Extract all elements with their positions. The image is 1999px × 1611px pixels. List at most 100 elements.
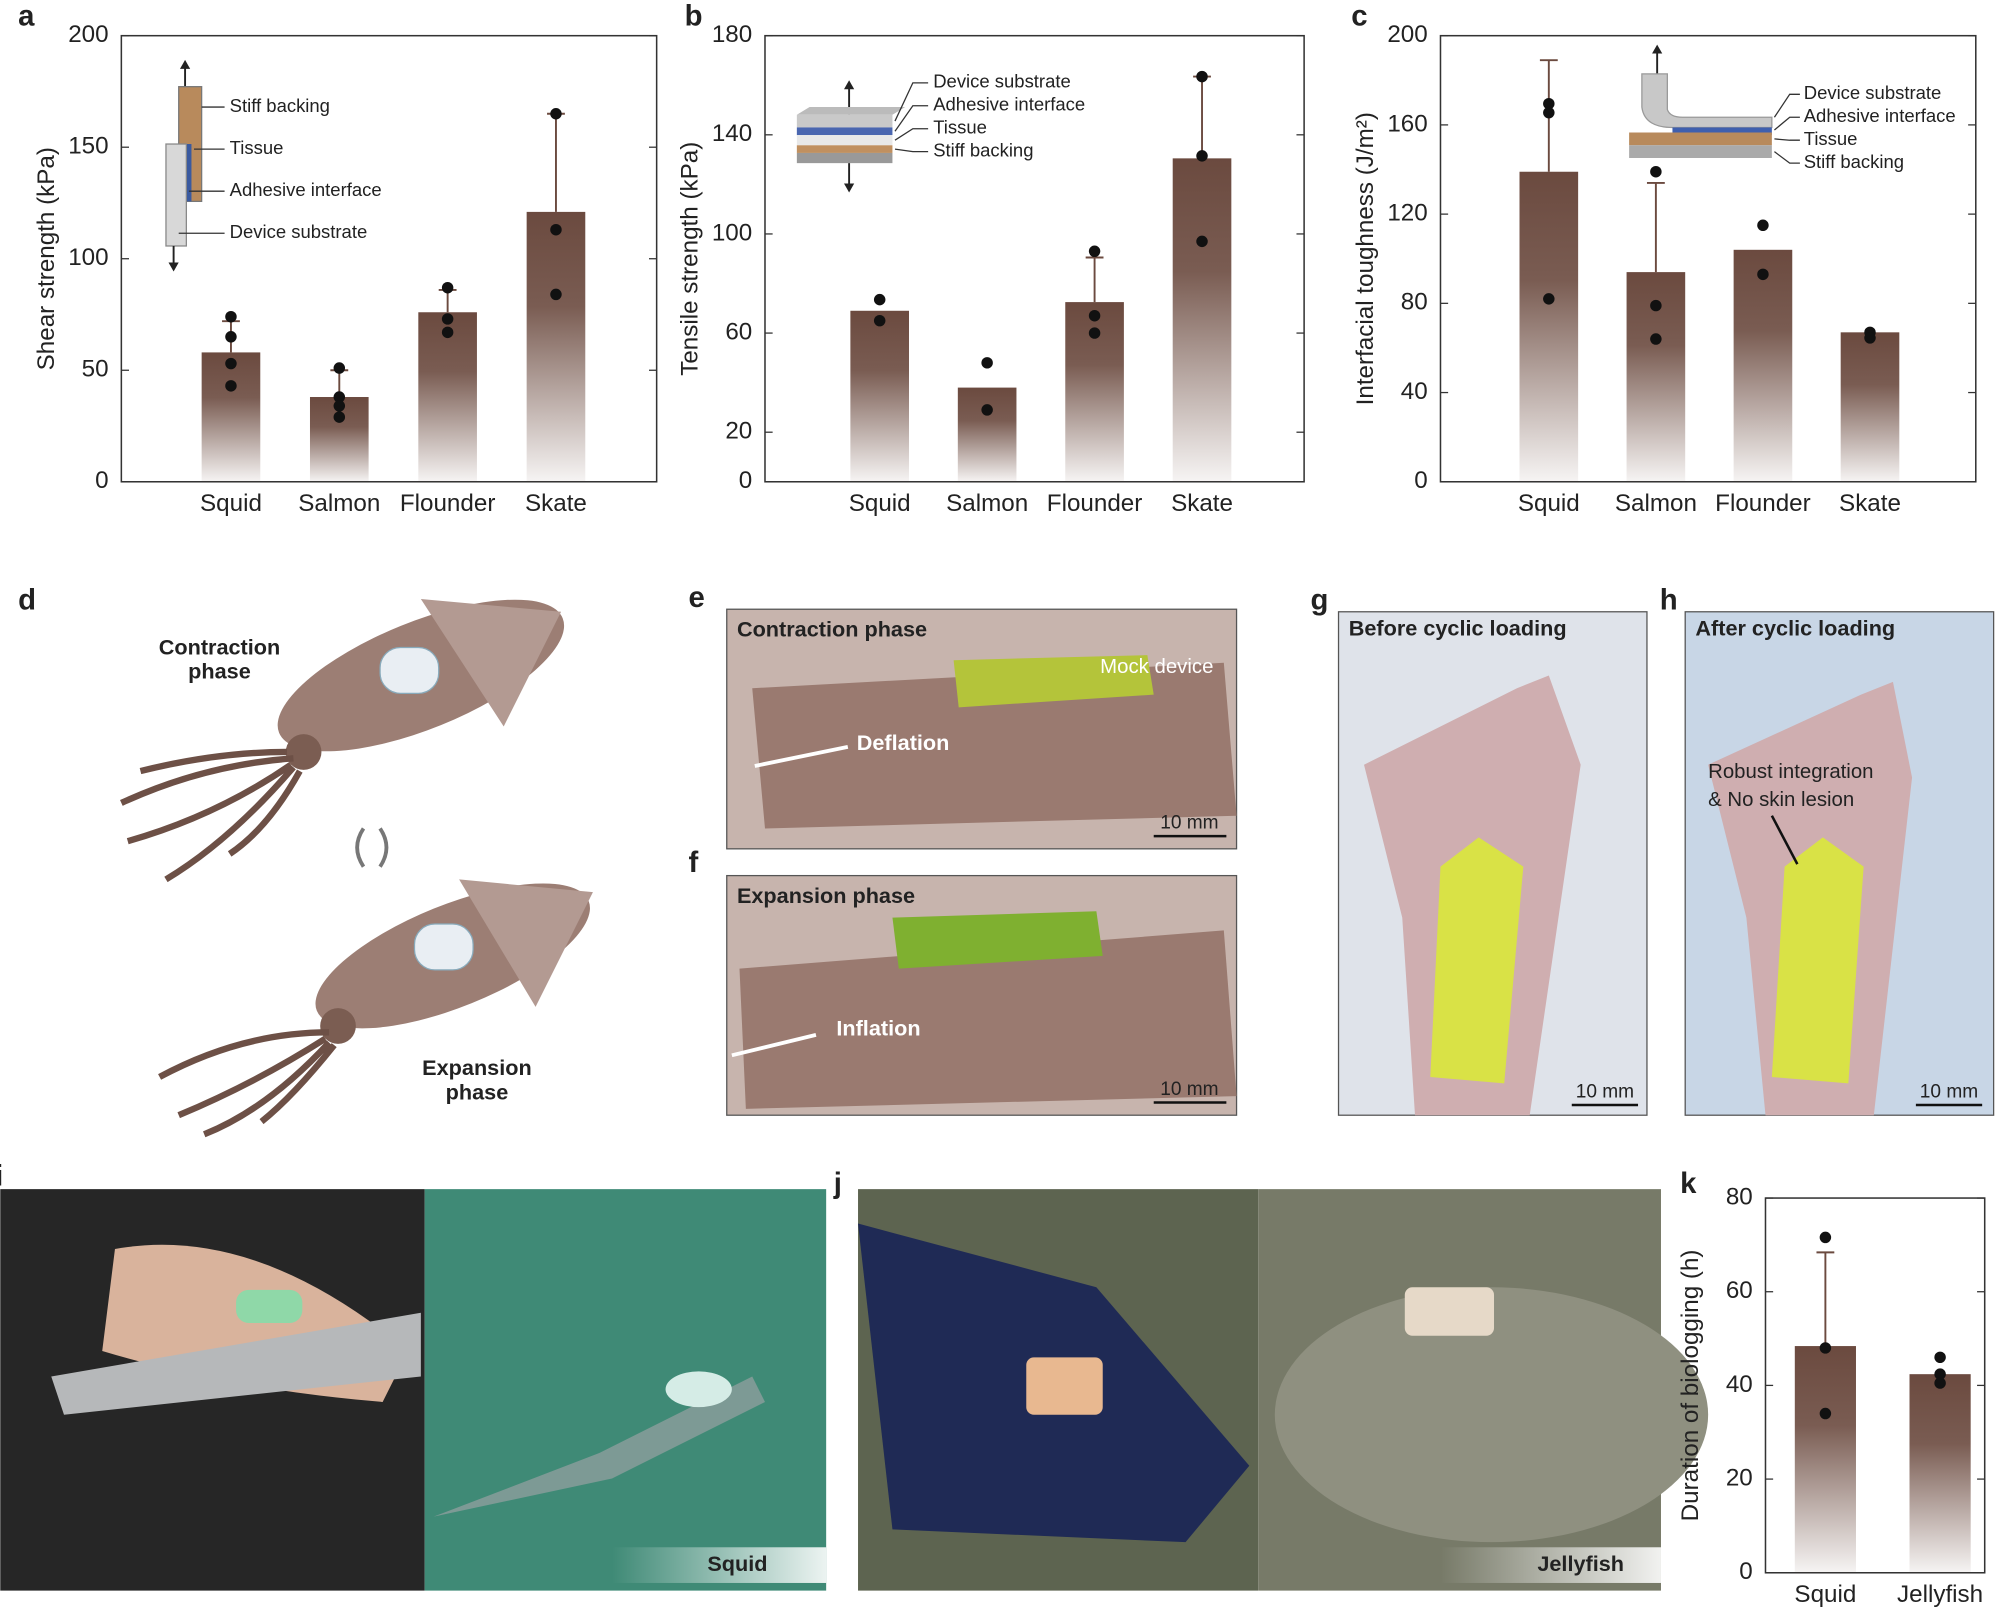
data-point (1196, 235, 1208, 248)
data-point (873, 293, 886, 306)
y-tick-label: 0 (95, 467, 108, 494)
photo (726, 874, 1238, 1116)
photo (1337, 611, 1648, 1116)
panel-label: j (833, 1167, 842, 1200)
data-point (333, 411, 346, 423)
y-axis-label: Shear strength (kPa) (33, 147, 60, 370)
panel-label: k (1680, 1167, 1697, 1200)
x-tick-label: Squid (200, 490, 262, 517)
bar (957, 387, 1017, 482)
x-tick-label: Skate (1839, 490, 1901, 517)
plot-frame (1439, 34, 1977, 483)
annotation: & No skin lesion (1708, 789, 1854, 811)
inset-diagram (1629, 44, 1800, 164)
scale-label: 10 mm (1920, 1081, 1978, 1102)
y-tick-label: 200 (1387, 21, 1427, 48)
y-tick-label: 0 (739, 467, 752, 494)
photo-tag: Jellyfish (1537, 1551, 1624, 1576)
y-axis-label: Interfacial toughness (J/m²) (1352, 112, 1379, 405)
photo-title: Contraction phase (737, 617, 927, 642)
inset-label: Stiff backing (1804, 151, 1904, 172)
photo (0, 1189, 827, 1591)
inset-label: Tissue (230, 137, 284, 158)
y-tick-label: 180 (712, 21, 752, 48)
scale-label: 10 mm (1160, 812, 1218, 833)
y-tick-label: 100 (68, 244, 108, 271)
y-tick-label: 80 (1726, 1183, 1753, 1210)
y-tick-label: 200 (68, 21, 108, 48)
data-point (1088, 327, 1101, 339)
photo-title: Before cyclic loading (1349, 615, 1567, 640)
data-point (441, 281, 454, 294)
data-point (225, 310, 237, 323)
data-point (550, 108, 562, 120)
data-point (981, 357, 993, 369)
x-tick-label: Flounder (1047, 490, 1143, 517)
y-tick-label: 80 (1401, 289, 1428, 316)
x-tick-label: Flounder (1715, 490, 1811, 517)
data-point (333, 391, 346, 403)
y-axis-label: Tensile strength (kPa) (676, 142, 703, 376)
inset-label: Adhesive interface (933, 94, 1085, 115)
bar (1909, 1374, 1971, 1573)
y-tick-label: 0 (1414, 467, 1427, 494)
y-tick-label: 0 (1739, 1558, 1752, 1585)
x-tick-label: Squid (1518, 490, 1580, 517)
data-point (1543, 97, 1555, 110)
y-tick-label: 20 (725, 418, 752, 445)
phase-label: phase (446, 1079, 509, 1104)
bar (418, 312, 477, 482)
arrow (731, 1033, 817, 1058)
data-point (550, 223, 562, 236)
data-point (1543, 106, 1555, 119)
data-point (225, 331, 237, 343)
data-point (333, 362, 346, 374)
phase-label: phase (188, 659, 251, 684)
plot-frame (764, 34, 1305, 483)
inset-diagram (796, 80, 929, 193)
data-point (1543, 293, 1555, 305)
x-tick-label: Salmon (946, 490, 1028, 517)
photo (726, 608, 1238, 850)
y-tick-label: 140 (712, 120, 752, 147)
scale-label: 10 mm (1160, 1079, 1218, 1100)
data-point (1934, 1377, 1946, 1389)
photo (858, 1189, 1709, 1591)
data-point (225, 357, 237, 370)
inset-diagram (165, 59, 225, 272)
scale-label: 10 mm (1576, 1081, 1634, 1102)
bar (201, 352, 261, 482)
data-point (1819, 1342, 1832, 1354)
bar (1733, 249, 1793, 482)
data-point (1757, 268, 1769, 281)
photo (1684, 611, 1995, 1116)
y-tick-label: 160 (1387, 110, 1427, 137)
data-point (333, 400, 346, 412)
inset-label: Adhesive interface (230, 179, 382, 200)
data-point (1650, 166, 1662, 178)
photo-tag: Squid (707, 1551, 767, 1576)
panel-label: h (1660, 583, 1678, 616)
inset-label: Device substrate (230, 221, 368, 242)
y-tick-label: 100 (712, 219, 752, 246)
y-tick-label: 40 (1401, 378, 1428, 405)
y-axis-label: Duration of biologging (h) (1677, 1250, 1704, 1522)
phase-label: Expansion (422, 1055, 532, 1080)
squid-illustration (120, 599, 593, 1138)
data-point (550, 288, 562, 301)
phase-label: Contraction (159, 634, 281, 659)
photo-title: After cyclic loading (1695, 615, 1895, 640)
inset-label: Tissue (933, 117, 987, 138)
data-point (225, 380, 237, 392)
panel-label: i (0, 1159, 3, 1192)
panel-label: a (18, 0, 35, 33)
data-point (1757, 219, 1769, 232)
panel-label: c (1351, 0, 1367, 33)
inset-label: Adhesive interface (1804, 105, 1956, 126)
data-point (1819, 1407, 1832, 1420)
bar (1794, 1346, 1856, 1573)
inset-label: Device substrate (933, 71, 1071, 92)
inset-label: Tissue (1804, 128, 1858, 149)
bar (1172, 158, 1232, 482)
